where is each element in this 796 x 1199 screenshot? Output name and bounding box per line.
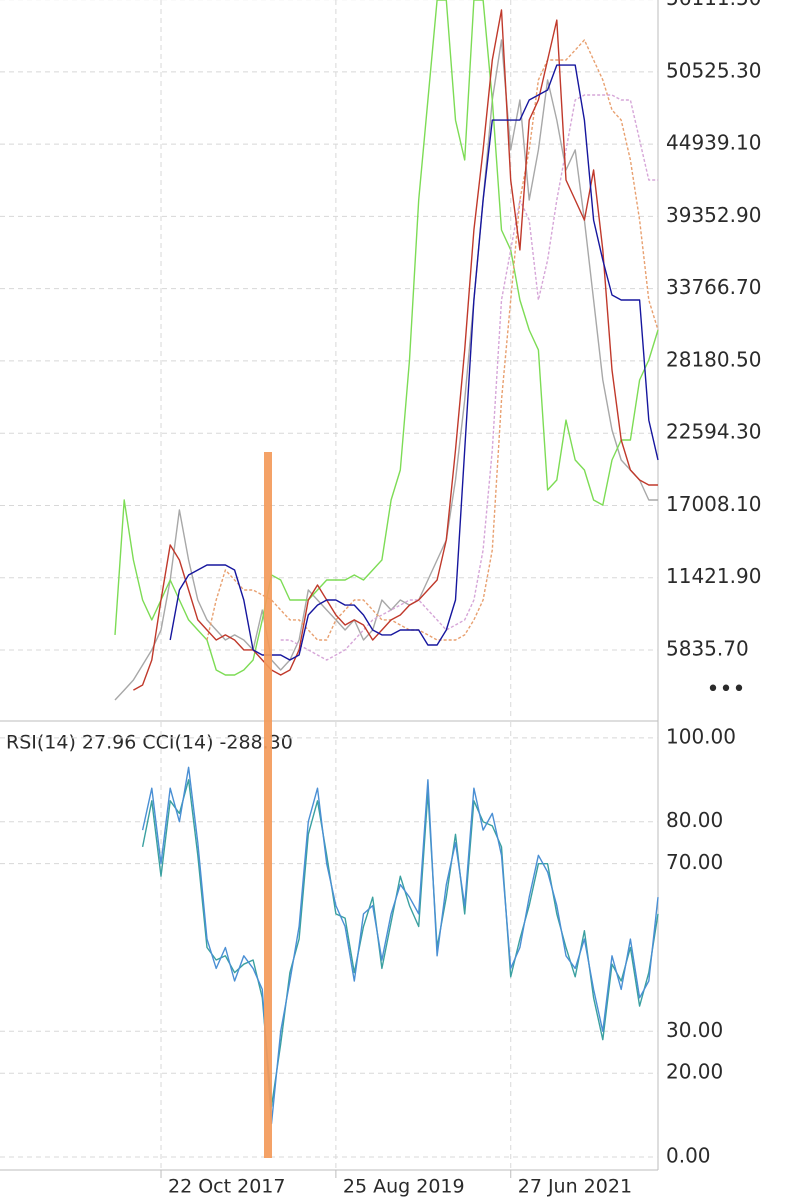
- y-tick-label: 5835.70: [666, 637, 749, 661]
- y-tick-label: 39352.90: [666, 203, 761, 227]
- y-tick-label: 0.00: [666, 1144, 711, 1168]
- x-tick-label: 22 Oct 2017: [168, 1176, 285, 1198]
- y-tick-label: 44939.10: [666, 131, 761, 155]
- y-tick-label: 56111.50: [666, 0, 761, 10]
- x-tick-label: 27 Jun 2021: [518, 1176, 632, 1198]
- y-tick-label: 22594.30: [666, 420, 761, 444]
- y-tick-label: 100.00: [666, 724, 736, 748]
- x-tick-label: 25 Aug 2019: [343, 1176, 465, 1198]
- annotation-bar: [264, 452, 272, 1158]
- y-tick-label: 11421.90: [666, 564, 761, 588]
- more-button[interactable]: •••: [707, 677, 746, 702]
- series-line: [206, 39, 659, 641]
- y-tick-label: 50525.30: [666, 58, 761, 82]
- y-tick-label: 70.00: [666, 850, 723, 874]
- y-tick-label: 28180.50: [666, 347, 761, 371]
- y-tick-label: 33766.70: [666, 275, 761, 299]
- series-line: [141, 766, 659, 1125]
- indicator-header: RSI(14) 27.96 CCI(14) -288.30: [6, 732, 293, 754]
- y-tick-label: 80.00: [666, 808, 723, 832]
- series-line: [169, 64, 659, 661]
- series-line: [133, 9, 658, 691]
- y-tick-label: 17008.10: [666, 492, 761, 516]
- series-line: [280, 94, 658, 661]
- y-tick-label: 30.00: [666, 1018, 723, 1042]
- series-line: [114, 39, 658, 701]
- y-tick-label: 20.00: [666, 1060, 723, 1084]
- series-line: [114, 0, 659, 676]
- series-line: [141, 779, 659, 1108]
